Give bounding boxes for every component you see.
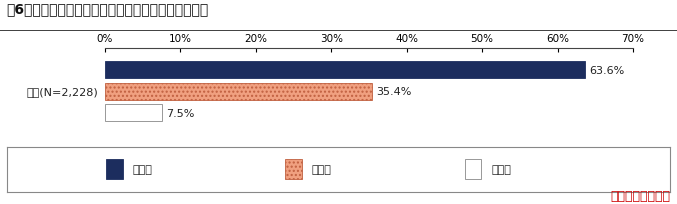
Text: 7.5%: 7.5% — [166, 108, 194, 118]
Bar — [464, 159, 481, 180]
Bar — [105, 62, 585, 79]
Text: 全体(N=2,228): 全体(N=2,228) — [26, 87, 98, 97]
Text: 63.6%: 63.6% — [589, 65, 624, 75]
Bar — [105, 105, 162, 122]
Text: （複数回答あり）: （複数回答あり） — [610, 189, 670, 202]
Bar — [286, 159, 302, 180]
Text: その他: その他 — [491, 164, 511, 174]
Text: 図6　納入業者の業種【納入業者に対する書面調査】: 図6 納入業者の業種【納入業者に対する書面調査】 — [7, 2, 209, 16]
Text: 製造業: 製造業 — [312, 164, 332, 174]
Text: 卸売業: 卸売業 — [133, 164, 153, 174]
Text: 35.4%: 35.4% — [376, 87, 412, 97]
Bar — [106, 159, 123, 180]
Bar — [105, 83, 372, 100]
